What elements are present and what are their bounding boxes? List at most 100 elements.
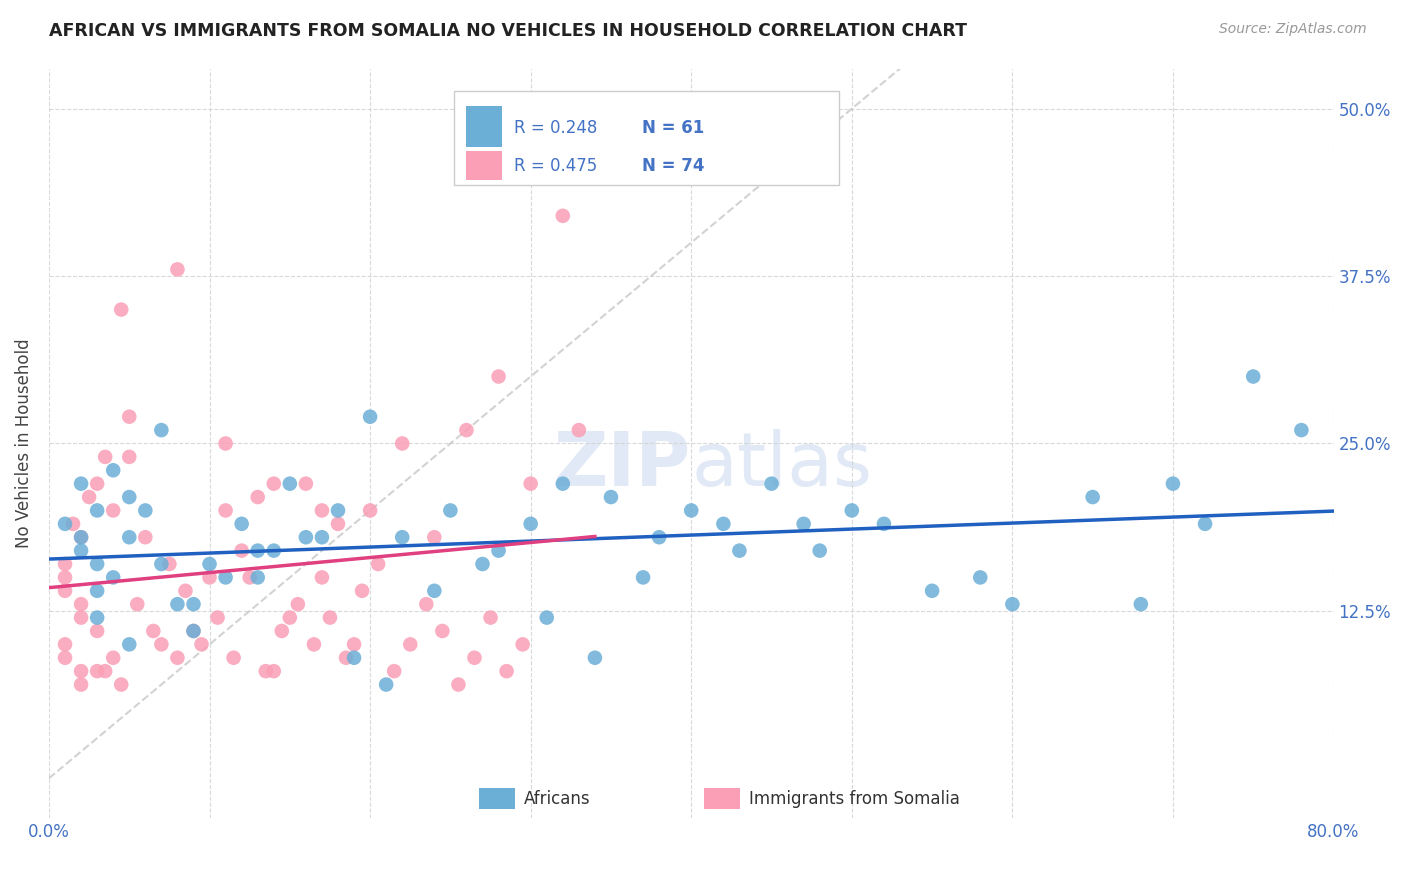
Point — [150, 637, 173, 651]
Point — [183, 597, 205, 611]
Point — [198, 570, 221, 584]
Point — [439, 503, 461, 517]
Point — [969, 570, 991, 584]
Point — [568, 423, 591, 437]
Point — [456, 423, 478, 437]
Point — [287, 597, 309, 611]
Point — [231, 543, 253, 558]
Point — [551, 476, 574, 491]
Point — [207, 610, 229, 624]
Point — [53, 650, 76, 665]
Point — [166, 650, 188, 665]
Point — [134, 503, 156, 517]
Point — [551, 209, 574, 223]
Point — [231, 516, 253, 531]
Point — [94, 450, 117, 464]
Bar — [479, 789, 515, 809]
Point — [86, 583, 108, 598]
Point — [432, 624, 454, 638]
Point — [761, 476, 783, 491]
Point — [648, 530, 671, 544]
Point — [118, 530, 141, 544]
Point — [263, 664, 285, 678]
Y-axis label: No Vehicles in Household: No Vehicles in Household — [15, 339, 32, 549]
Point — [375, 677, 398, 691]
Text: Africans: Africans — [524, 790, 591, 808]
Point — [94, 664, 117, 678]
Point — [631, 570, 654, 584]
Point — [86, 476, 108, 491]
Point — [793, 516, 815, 531]
Point — [246, 490, 269, 504]
Point — [519, 516, 541, 531]
Point — [166, 262, 188, 277]
Point — [352, 583, 374, 598]
Point — [263, 476, 285, 491]
Point — [190, 637, 212, 651]
Point — [488, 369, 510, 384]
Point — [391, 436, 413, 450]
Bar — [467, 151, 502, 179]
Point — [326, 516, 349, 531]
Point — [1081, 490, 1104, 504]
Point — [1291, 423, 1313, 437]
Bar — [704, 789, 740, 809]
Point — [295, 530, 318, 544]
Point — [359, 503, 381, 517]
Point — [311, 570, 333, 584]
Point — [921, 583, 943, 598]
Point — [103, 570, 125, 584]
Point — [53, 637, 76, 651]
Point — [808, 543, 831, 558]
Point — [183, 624, 205, 638]
Point — [1194, 516, 1216, 531]
Point — [382, 664, 405, 678]
Point — [415, 597, 437, 611]
Point — [728, 543, 751, 558]
Point — [495, 664, 517, 678]
Text: Source: ZipAtlas.com: Source: ZipAtlas.com — [1219, 22, 1367, 37]
Point — [423, 583, 446, 598]
Point — [53, 570, 76, 584]
Text: ZIP: ZIP — [554, 429, 692, 502]
Point — [1129, 597, 1152, 611]
Point — [118, 450, 141, 464]
Point — [118, 490, 141, 504]
Point — [118, 637, 141, 651]
Point — [479, 610, 502, 624]
Point — [110, 302, 132, 317]
Point — [70, 476, 93, 491]
Point — [86, 624, 108, 638]
Point — [295, 476, 318, 491]
Point — [326, 503, 349, 517]
Text: R = 0.475: R = 0.475 — [515, 157, 598, 175]
Point — [53, 557, 76, 571]
Point — [270, 624, 292, 638]
Point — [512, 637, 534, 651]
Point — [463, 650, 485, 665]
Point — [359, 409, 381, 424]
Text: N = 74: N = 74 — [643, 157, 704, 175]
Point — [423, 530, 446, 544]
Point — [311, 530, 333, 544]
Point — [103, 503, 125, 517]
Point — [86, 610, 108, 624]
Point — [110, 677, 132, 691]
Point — [254, 664, 277, 678]
Point — [841, 503, 863, 517]
Point — [873, 516, 896, 531]
Point — [70, 677, 93, 691]
Point — [1241, 369, 1264, 384]
Bar — [454, 91, 839, 185]
Point — [70, 664, 93, 678]
Point — [471, 557, 494, 571]
Point — [103, 650, 125, 665]
Point — [70, 597, 93, 611]
Point — [367, 557, 389, 571]
Point — [600, 490, 623, 504]
Point — [214, 570, 236, 584]
Text: atlas: atlas — [692, 429, 872, 502]
Point — [183, 624, 205, 638]
Point — [447, 677, 470, 691]
Point — [134, 530, 156, 544]
